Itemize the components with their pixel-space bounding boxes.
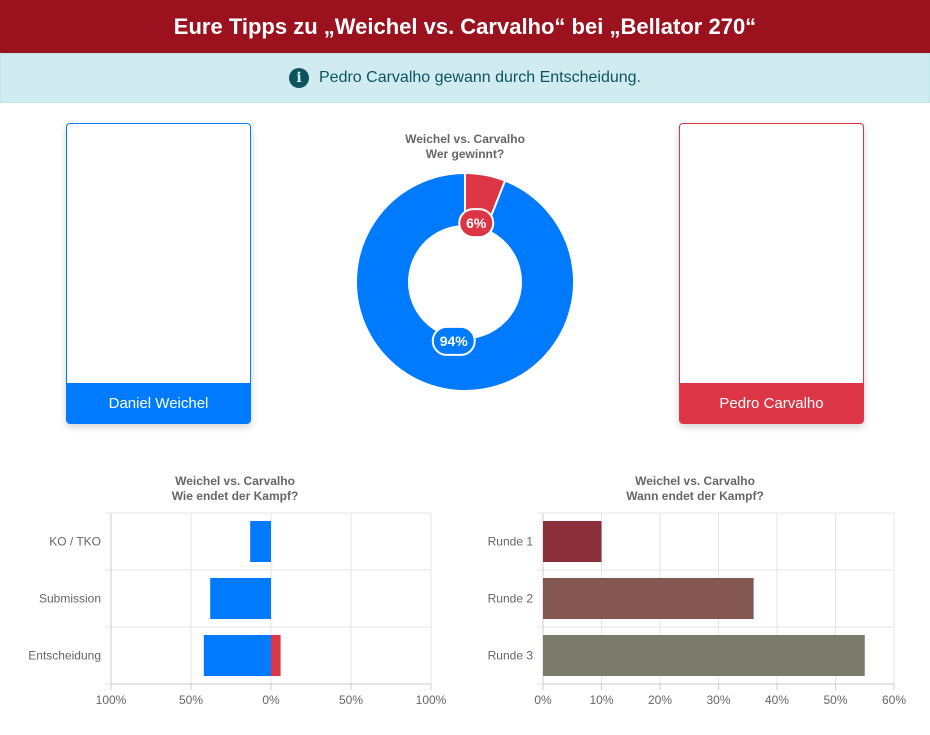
bar xyxy=(210,577,271,620)
y-tick-label: Runde 3 xyxy=(488,649,534,663)
fighter-card-weichel[interactable]: Daniel Weichel xyxy=(66,123,251,424)
donut-chart: 6% 94% xyxy=(355,171,575,392)
x-tick-label: 40% xyxy=(765,693,789,707)
info-icon: i xyxy=(289,68,309,88)
data-label-bg xyxy=(458,208,495,239)
bar xyxy=(543,634,865,677)
x-tick-label: 100% xyxy=(416,693,447,707)
data-label: 6% xyxy=(466,215,487,231)
chart-subtitle-line: Wie endet der Kampf? xyxy=(171,489,299,503)
method-chart-title: Weichel vs. Carvalho Wie endet der Kampf… xyxy=(135,474,335,504)
fighter-card-carvalho[interactable]: Pedro Carvalho xyxy=(679,123,864,424)
fighter-name-carvalho[interactable]: Pedro Carvalho xyxy=(680,383,863,423)
donut-slice xyxy=(355,171,575,392)
x-tick-label: 20% xyxy=(648,693,672,707)
bar xyxy=(203,634,271,677)
x-tick-label: 10% xyxy=(589,693,613,707)
x-tick-label: 30% xyxy=(706,693,730,707)
round-chart-title: Weichel vs. Carvalho Wann endet der Kamp… xyxy=(595,474,795,504)
fighter-photo xyxy=(680,124,863,385)
y-tick-label: Submission xyxy=(39,592,101,606)
result-text: Pedro Carvalho gewann durch Entscheidung… xyxy=(319,69,641,86)
y-tick-label: Entscheidung xyxy=(28,649,101,663)
chart-title-line: Weichel vs. Carvalho xyxy=(405,132,525,146)
fighter-name-weichel[interactable]: Daniel Weichel xyxy=(67,383,250,423)
y-tick-label: KO / TKO xyxy=(49,535,101,549)
chart-subtitle-line: Wer gewinnt? xyxy=(425,147,505,161)
method-bar-chart: 100% 50% 0% 50% 100% KO / TKO Submission Entsch… xyxy=(28,512,447,707)
y-tick-label: Runde 1 xyxy=(488,535,534,549)
page-title: Eure Tipps zu „Weichel vs. Carvalho“ bei… xyxy=(173,13,757,39)
data-label: 94% xyxy=(440,333,469,349)
donut-chart-title: Weichel vs. Carvalho Wer gewinnt? xyxy=(365,132,565,162)
x-tick-label: 0% xyxy=(262,693,280,707)
fighter-photo xyxy=(67,124,250,385)
chart-subtitle-line: Wann endet der Kampf? xyxy=(626,489,764,503)
round-bar-chart: 0% 10% 20% 30% 40% 50% 60% Runde 1 Runde 2 Runde … xyxy=(488,512,906,707)
bar xyxy=(250,520,271,563)
bar xyxy=(543,520,602,563)
x-tick-label: 60% xyxy=(882,693,906,707)
page-header: Eure Tipps zu „Weichel vs. Carvalho“ bei… xyxy=(0,0,930,53)
y-tick-label: Runde 2 xyxy=(488,592,534,606)
bar xyxy=(543,577,754,620)
data-label-bg xyxy=(431,325,476,356)
x-tick-label: 50% xyxy=(823,693,847,707)
x-tick-label: 100% xyxy=(96,693,127,707)
x-tick-label: 0% xyxy=(534,693,552,707)
chart-title-line: Weichel vs. Carvalho xyxy=(635,474,755,488)
result-alert: i Pedro Carvalho gewann durch Entscheidu… xyxy=(0,53,930,103)
bar xyxy=(271,634,281,677)
x-tick-label: 50% xyxy=(339,693,363,707)
chart-title-line: Weichel vs. Carvalho xyxy=(175,474,295,488)
x-tick-label: 50% xyxy=(179,693,203,707)
